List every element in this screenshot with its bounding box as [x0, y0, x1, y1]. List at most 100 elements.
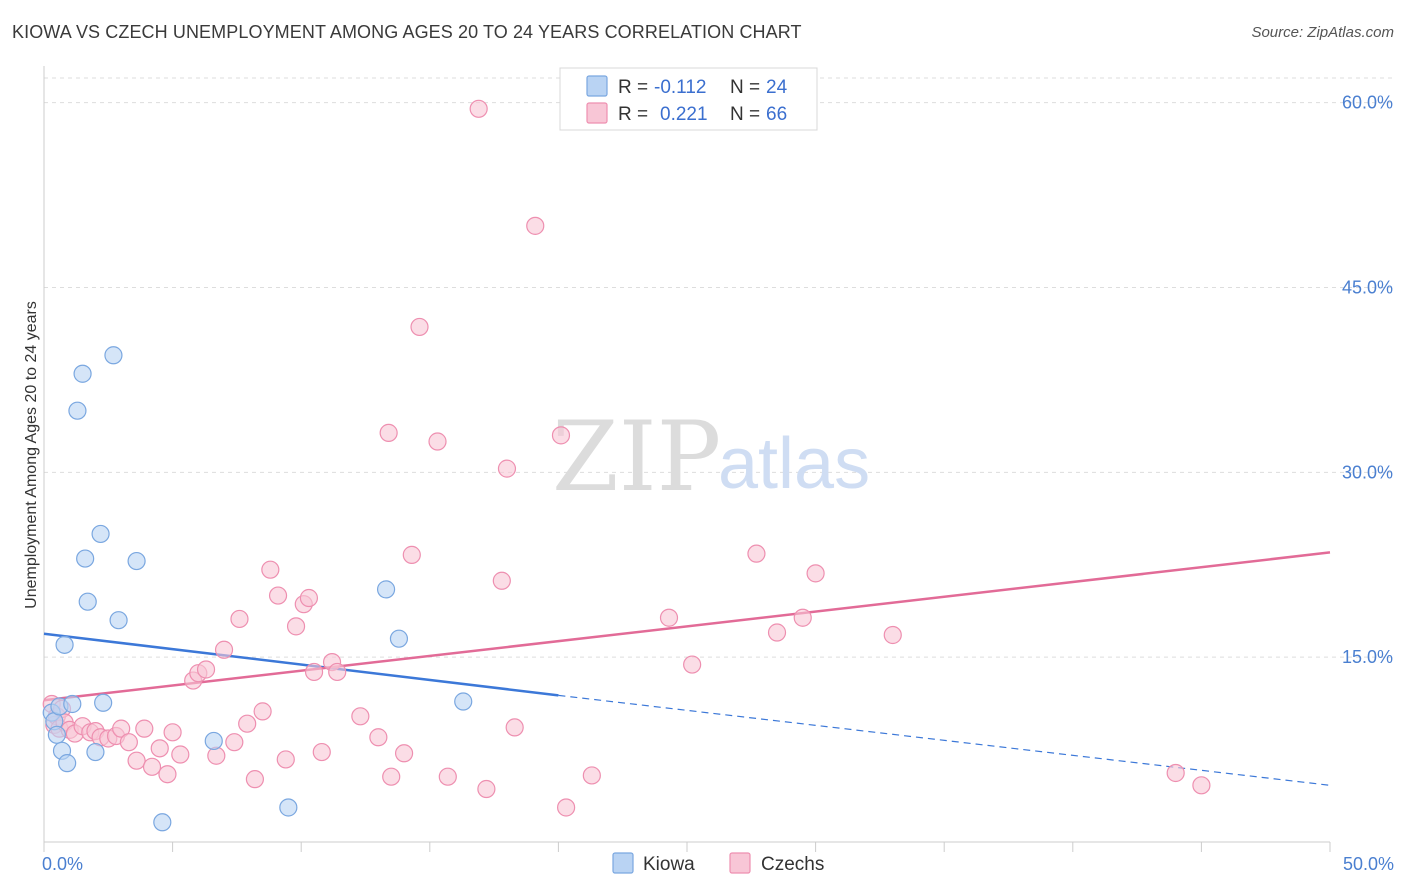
- czech-point: [793, 608, 812, 627]
- czech-point: [225, 733, 244, 752]
- kiowa-point: [55, 635, 74, 654]
- trend-layer: [43, 551, 1331, 786]
- czech-point: [683, 655, 702, 674]
- points-layer: [42, 99, 1211, 832]
- czech-point: [806, 564, 825, 583]
- czech-point: [394, 744, 414, 763]
- czech-point: [150, 739, 169, 758]
- kiowa-point: [389, 629, 409, 648]
- legend-n-label-czechs: N =: [730, 104, 760, 125]
- trend-line-czechs: [43, 551, 1331, 702]
- kiowa-point: [86, 742, 105, 762]
- czech-point: [428, 432, 447, 451]
- grid-layer: [44, 77, 1392, 658]
- watermark-atlas: atlas: [718, 424, 870, 504]
- legend-r-value-kiowa: -0.112: [654, 77, 706, 98]
- x-tick-label: 0.0%: [42, 854, 83, 874]
- czech-point: [469, 99, 488, 118]
- x-tick-label: 50.0%: [1343, 854, 1394, 874]
- chart-title: KIOWA VS CZECH UNEMPLOYMENT AMONG AGES 2…: [12, 22, 802, 42]
- czech-point: [410, 317, 429, 337]
- czech-point: [299, 588, 319, 608]
- czech-point: [230, 609, 249, 629]
- czech-point: [438, 767, 457, 786]
- legend-r-label-czechs: R =: [618, 104, 648, 125]
- watermark-zip: ZIP: [552, 401, 721, 513]
- czech-point: [112, 719, 131, 738]
- czech-point: [245, 770, 265, 789]
- kiowa-point: [376, 580, 396, 599]
- axes-layer: 15.0% 30.0% 45.0% 60.0% 0.0% 50.0%: [42, 66, 1394, 874]
- kiowa-point: [109, 611, 128, 630]
- kiowa-point: [153, 813, 172, 832]
- chart-source: Source: ZipAtlas.com: [1251, 24, 1394, 41]
- czech-point: [492, 571, 511, 590]
- kiowa-point: [91, 524, 110, 544]
- y-tick-label: 30.0%: [1342, 462, 1393, 482]
- bottom-legend-label-czechs: Czechs: [761, 854, 824, 875]
- czech-point: [505, 718, 524, 737]
- legend-r-label-kiowa: R =: [618, 77, 648, 98]
- y-axis-title: Unemployment Among Ages 20 to 24 years: [23, 301, 40, 609]
- czech-point: [171, 745, 190, 764]
- trend-line-kiowa: [43, 632, 559, 697]
- bottom-legend: Kiowa Czechs: [612, 852, 824, 875]
- legend-n-value-czechs: 66: [766, 104, 787, 125]
- kiowa-point: [47, 725, 66, 744]
- kiowa-point: [78, 592, 97, 611]
- bottom-legend-swatch-kiowa: [612, 852, 634, 874]
- czech-point: [557, 798, 576, 817]
- legend-n-value-kiowa: 24: [766, 77, 788, 98]
- y-tick-label: 15.0%: [1342, 647, 1393, 667]
- kiowa-point: [94, 693, 113, 712]
- czech-point: [497, 459, 517, 478]
- czech-point: [158, 765, 177, 784]
- czech-point: [286, 617, 306, 636]
- kiowa-point: [68, 401, 87, 420]
- czech-point: [1166, 763, 1185, 783]
- czech-point: [551, 426, 571, 445]
- czech-point: [207, 746, 226, 765]
- czech-point: [369, 728, 388, 747]
- y-tick-label: 60.0%: [1342, 93, 1393, 113]
- czech-point: [767, 623, 787, 642]
- kiowa-point: [127, 551, 146, 571]
- trend-line-kiowa-extension: [558, 694, 1331, 786]
- czech-point: [261, 560, 280, 579]
- czech-point: [276, 750, 295, 769]
- czech-point: [328, 662, 347, 682]
- legend-r-value-czechs: 0.221: [660, 104, 708, 125]
- czech-point: [351, 707, 370, 726]
- czech-point: [163, 723, 182, 742]
- legend-n-label-kiowa: N =: [730, 77, 760, 98]
- bottom-legend-swatch-czechs: [729, 852, 751, 874]
- kiowa-point: [63, 694, 82, 714]
- czech-point: [582, 766, 601, 785]
- czech-point: [268, 586, 288, 605]
- czech-point: [127, 751, 146, 770]
- czech-point: [304, 662, 324, 682]
- kiowa-point: [58, 754, 77, 773]
- czech-point: [1192, 776, 1211, 795]
- y-tick-label: 45.0%: [1342, 277, 1393, 297]
- czech-point: [253, 702, 272, 721]
- czech-point: [312, 742, 331, 762]
- czech-point: [214, 640, 234, 659]
- czech-point: [659, 608, 679, 627]
- czech-point: [135, 719, 154, 738]
- watermark: ZIP atlas: [552, 401, 870, 513]
- czech-point: [526, 216, 545, 235]
- czech-point: [477, 779, 496, 799]
- czech-point: [379, 423, 398, 442]
- bottom-legend-label-kiowa: Kiowa: [643, 854, 695, 875]
- czech-point: [142, 757, 162, 776]
- kiowa-point: [279, 798, 298, 817]
- kiowa-point: [104, 346, 123, 365]
- czech-point: [747, 544, 766, 563]
- legend-swatch-czechs: [586, 102, 608, 124]
- top-legend: R = -0.112 N = 24 R = 0.221 N = 66: [559, 67, 818, 131]
- kiowa-point: [73, 364, 92, 383]
- kiowa-point: [204, 731, 223, 751]
- kiowa-point: [454, 692, 473, 711]
